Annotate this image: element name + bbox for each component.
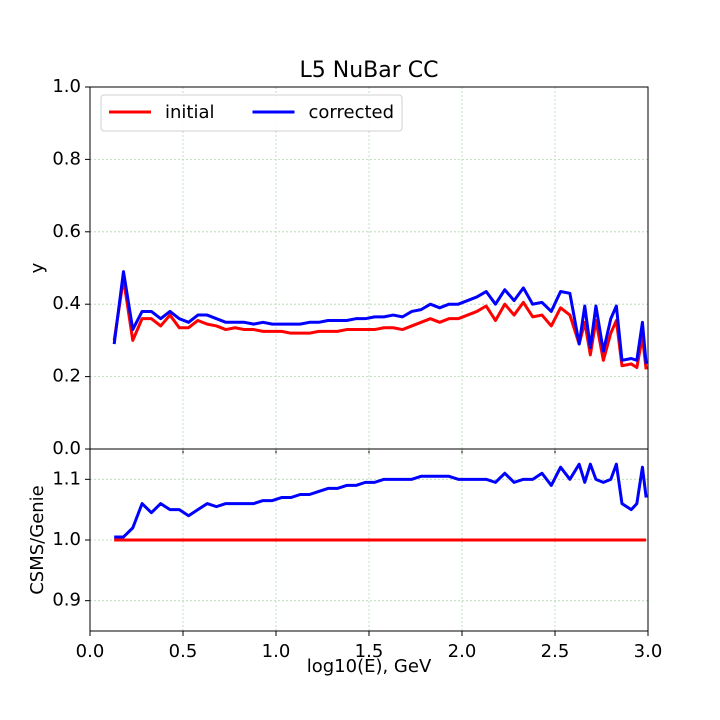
y-tick-label: 1.1: [52, 468, 81, 489]
y-tick-label: 0.0: [52, 438, 81, 459]
y-tick-label: 0.8: [52, 148, 81, 169]
data-line: [114, 462, 648, 539]
x-tick-label: 0.0: [76, 641, 105, 662]
x-tick-label: 3.0: [634, 641, 663, 662]
y-tick-label: 0.6: [52, 221, 81, 242]
y-tick-label: 0.9: [52, 590, 81, 611]
y-axis-label: y: [27, 262, 48, 273]
y-tick-label: 0.4: [52, 293, 81, 314]
legend-box: [100, 94, 403, 132]
legend-label: initial: [165, 102, 215, 123]
y-axis-label: CSMS/Genie: [27, 485, 48, 595]
y-tick-label: 1.0: [52, 529, 81, 550]
x-tick-label: 2.0: [448, 641, 477, 662]
legend-label: corrected: [309, 102, 395, 123]
data-line: [112, 277, 648, 370]
x-tick-label: 1.5: [355, 641, 384, 662]
data-line: [112, 270, 648, 365]
y-tick-label: 1.0: [52, 76, 81, 97]
x-tick-label: 1.0: [262, 641, 291, 662]
plot-frame: [89, 448, 649, 632]
x-tick-label: 0.5: [169, 641, 198, 662]
x-tick-label: 2.5: [541, 641, 570, 662]
y-tick-label: 0.2: [52, 366, 81, 387]
chart-title: L5 NuBar CC: [300, 58, 439, 83]
x-axis-label: log10(E), GeV: [307, 656, 432, 677]
